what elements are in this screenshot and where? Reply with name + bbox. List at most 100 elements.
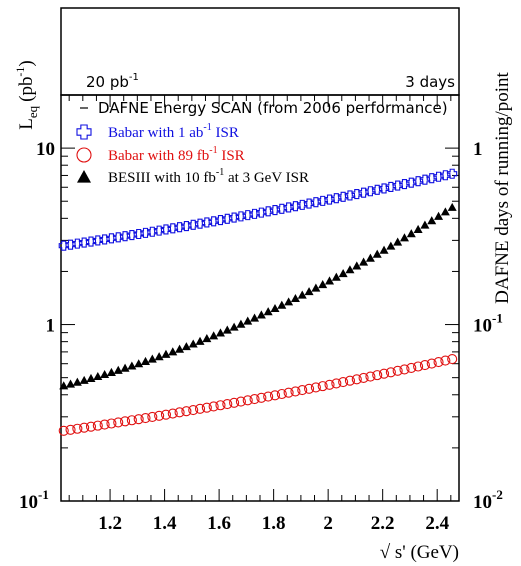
data-point bbox=[202, 334, 212, 343]
y-right-tick-label: 1 bbox=[473, 139, 483, 160]
data-point bbox=[413, 361, 424, 372]
data-point bbox=[269, 390, 281, 401]
x-tick-label: 1.8 bbox=[262, 513, 286, 534]
data-point bbox=[365, 371, 376, 382]
data-point bbox=[310, 382, 321, 393]
data-point bbox=[195, 336, 205, 345]
data-point bbox=[209, 331, 219, 340]
legend-marker bbox=[77, 170, 91, 183]
data-point bbox=[120, 416, 131, 427]
data-point bbox=[393, 237, 403, 246]
data-point bbox=[317, 381, 328, 392]
data-point bbox=[154, 410, 165, 421]
data-point bbox=[242, 395, 253, 406]
data-point bbox=[277, 300, 287, 309]
data-point bbox=[161, 349, 171, 358]
data-point bbox=[106, 367, 116, 377]
legend-label: Babar with 1 ab-1 ISR bbox=[108, 122, 239, 141]
axis-tick-labels: 1.2 1.4 1.6 1.8 2 2.2 2.4 10 1 10-1 1 10-1 10-2 bbox=[19, 139, 503, 534]
data-point bbox=[276, 388, 287, 400]
legend-label: DAFNE Energy SCAN (from 2006 performance… bbox=[98, 99, 448, 117]
top-panel-right-label: 3 days bbox=[405, 73, 455, 91]
data-point bbox=[263, 391, 274, 402]
data-point bbox=[434, 211, 444, 220]
data-point bbox=[399, 364, 410, 375]
data-point bbox=[386, 241, 396, 250]
svg-text:DAFNE days of running/point: DAFNE days of running/point bbox=[492, 71, 513, 303]
data-point bbox=[160, 409, 172, 420]
data-point bbox=[100, 369, 110, 379]
data-point bbox=[372, 249, 382, 258]
data-point bbox=[222, 398, 233, 410]
data-point bbox=[359, 257, 369, 266]
x-tick-label: 2.2 bbox=[371, 513, 395, 534]
data-point bbox=[447, 168, 458, 179]
data-point bbox=[236, 319, 246, 328]
data-point bbox=[344, 375, 356, 386]
data-point bbox=[72, 423, 83, 434]
data-point bbox=[113, 365, 123, 374]
data-point bbox=[290, 293, 300, 303]
data-point bbox=[338, 377, 349, 388]
x-tick-label: 2 bbox=[323, 513, 333, 534]
data-point bbox=[427, 216, 437, 225]
y-left-tick-label: 10-1 bbox=[19, 487, 49, 513]
data-point bbox=[385, 367, 396, 378]
data-point bbox=[113, 417, 124, 428]
data-point bbox=[168, 347, 178, 356]
data-point bbox=[352, 261, 362, 270]
data-point bbox=[65, 424, 76, 435]
data-point bbox=[325, 276, 335, 285]
data-point bbox=[86, 373, 96, 383]
data-point bbox=[297, 385, 308, 396]
legend-label: BESIII with 10 fb-1 at 3 GeV ISR bbox=[108, 167, 309, 186]
data-point bbox=[297, 290, 307, 299]
data-point bbox=[66, 379, 76, 388]
data-point bbox=[188, 404, 199, 416]
data-point bbox=[304, 287, 314, 296]
y-right-tick-label: 10-1 bbox=[473, 311, 503, 337]
x-tick-label: 2.4 bbox=[425, 513, 449, 534]
data-point bbox=[85, 421, 97, 432]
data-point bbox=[181, 342, 191, 351]
data-point bbox=[249, 394, 260, 405]
data-point bbox=[147, 354, 157, 363]
data-point bbox=[106, 418, 117, 429]
svg-text:Leq(pb-1): Leq(pb-1) bbox=[13, 60, 40, 130]
data-point bbox=[304, 383, 315, 394]
data-point bbox=[358, 372, 369, 383]
data-point bbox=[59, 381, 69, 390]
top-panel-left-label: 20 pb-1 bbox=[86, 72, 139, 91]
data-point bbox=[263, 307, 273, 316]
data-point bbox=[127, 361, 137, 370]
data-point bbox=[440, 355, 451, 366]
data-point bbox=[311, 283, 321, 292]
data-point bbox=[447, 354, 458, 365]
data-point bbox=[378, 368, 390, 379]
x-tick-label: 1.4 bbox=[153, 513, 177, 534]
data-point bbox=[208, 401, 219, 412]
data-point bbox=[270, 303, 280, 313]
data-point bbox=[413, 224, 423, 233]
data-point bbox=[331, 378, 342, 389]
data-point bbox=[392, 365, 403, 376]
data-point bbox=[154, 352, 164, 361]
data-point bbox=[215, 328, 225, 337]
data-point bbox=[372, 370, 383, 381]
data-point bbox=[167, 408, 178, 419]
data-point bbox=[338, 268, 348, 278]
data-point bbox=[79, 422, 90, 433]
data-point bbox=[133, 414, 144, 425]
data-point bbox=[72, 377, 82, 386]
data-point bbox=[331, 272, 341, 281]
data-point bbox=[447, 202, 457, 211]
y-axis-right-title: DAFNE days of running/point bbox=[492, 71, 513, 303]
data-point bbox=[256, 310, 266, 319]
data-point bbox=[420, 220, 430, 229]
legend-marker bbox=[76, 147, 92, 163]
data-point bbox=[284, 297, 294, 306]
data-point bbox=[365, 253, 375, 262]
data-point bbox=[229, 322, 239, 331]
data-point bbox=[229, 397, 240, 408]
